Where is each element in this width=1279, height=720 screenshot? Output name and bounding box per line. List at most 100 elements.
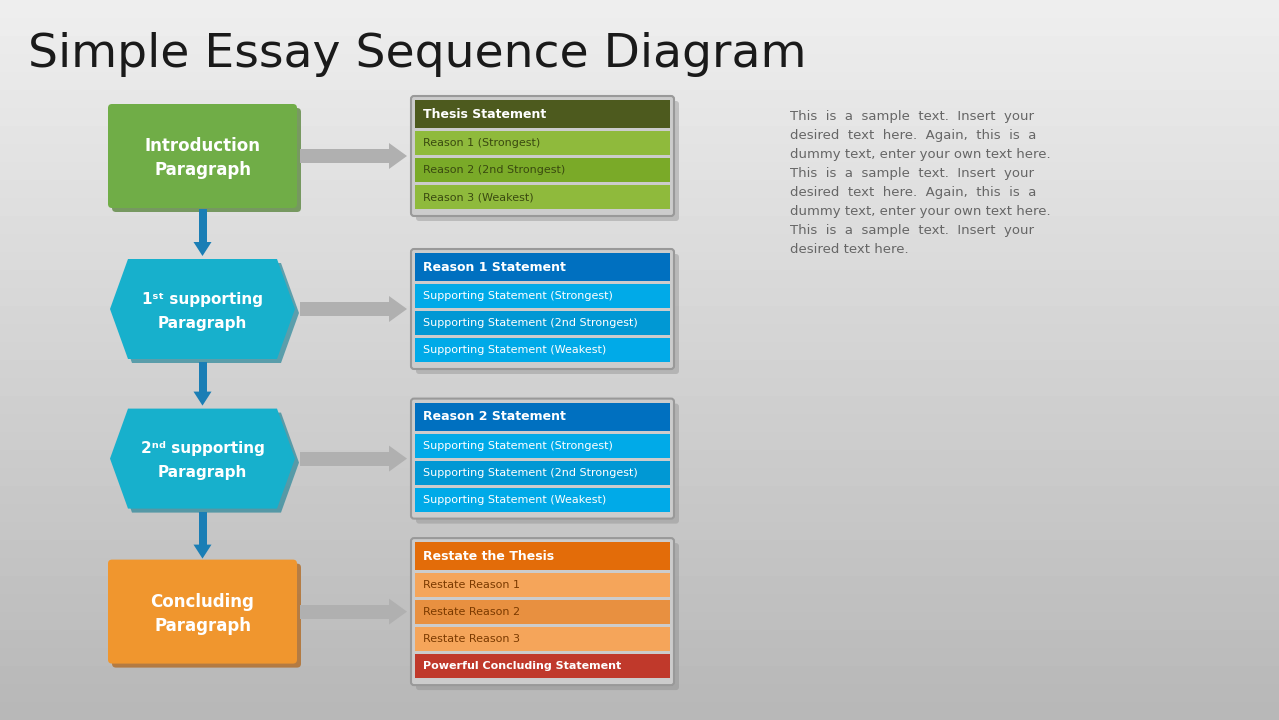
Text: Reason 2 Statement: Reason 2 Statement (423, 410, 565, 423)
Polygon shape (193, 242, 211, 256)
Bar (414, 627, 670, 651)
FancyBboxPatch shape (113, 108, 301, 212)
Bar (0, 90, 1279, 108)
Bar (0, 378, 1279, 396)
Text: Supporting Statement (2nd Strongest): Supporting Statement (2nd Strongest) (423, 318, 638, 328)
Text: Paragraph: Paragraph (153, 161, 251, 179)
Polygon shape (389, 598, 407, 624)
Text: Introduction: Introduction (145, 137, 261, 155)
Text: Supporting Statement (Strongest): Supporting Statement (Strongest) (423, 291, 613, 301)
Text: Supporting Statement (Weakest): Supporting Statement (Weakest) (423, 345, 606, 355)
Bar (0, 198, 1279, 216)
Polygon shape (114, 263, 299, 363)
Text: dummy text, enter your own text here.: dummy text, enter your own text here. (790, 148, 1050, 161)
Bar (0, 72, 1279, 90)
Text: Reason 3 (Weakest): Reason 3 (Weakest) (423, 192, 533, 202)
Bar (0, 396, 1279, 414)
Text: dummy text, enter your own text here.: dummy text, enter your own text here. (790, 205, 1050, 218)
Bar (0, 594, 1279, 612)
Bar (0, 288, 1279, 306)
Text: 2ⁿᵈ supporting: 2ⁿᵈ supporting (141, 441, 265, 456)
Bar (0, 18, 1279, 36)
Text: desired  text  here.  Again,  this  is  a: desired text here. Again, this is a (790, 129, 1036, 142)
Bar (414, 402, 670, 431)
Text: desired text here.: desired text here. (790, 243, 908, 256)
Text: Supporting Statement (Weakest): Supporting Statement (Weakest) (423, 495, 606, 505)
Bar (0, 36, 1279, 54)
Bar (414, 100, 670, 128)
Bar (0, 504, 1279, 522)
Bar (301, 451, 389, 466)
Bar (0, 270, 1279, 288)
Bar (414, 131, 670, 155)
Bar (0, 558, 1279, 576)
Text: Reason 1 Statement: Reason 1 Statement (423, 261, 565, 274)
Bar (0, 576, 1279, 594)
Text: This  is  a  sample  text.  Insert  your: This is a sample text. Insert your (790, 167, 1033, 180)
Bar (0, 630, 1279, 648)
Text: This  is  a  sample  text.  Insert  your: This is a sample text. Insert your (790, 110, 1033, 123)
Text: Reason 1 (Strongest): Reason 1 (Strongest) (423, 138, 540, 148)
Text: Paragraph: Paragraph (153, 616, 251, 634)
Bar (0, 234, 1279, 252)
Bar (414, 461, 670, 485)
Bar (301, 302, 389, 316)
Text: Concluding: Concluding (151, 593, 255, 611)
Bar (0, 324, 1279, 342)
Bar (0, 342, 1279, 360)
Bar (414, 253, 670, 281)
Bar (0, 702, 1279, 720)
Text: Simple Essay Sequence Diagram: Simple Essay Sequence Diagram (28, 32, 807, 77)
Bar (0, 648, 1279, 666)
Bar (0, 216, 1279, 234)
Text: Paragraph: Paragraph (157, 315, 247, 330)
Bar (198, 512, 206, 544)
Bar (0, 414, 1279, 432)
Bar (414, 542, 670, 570)
Text: Reason 2 (2nd Strongest): Reason 2 (2nd Strongest) (423, 165, 565, 175)
FancyBboxPatch shape (107, 559, 297, 664)
Text: Restate Reason 3: Restate Reason 3 (423, 634, 521, 644)
Text: Powerful Concluding Statement: Powerful Concluding Statement (423, 661, 622, 671)
FancyBboxPatch shape (416, 101, 679, 221)
Bar (301, 605, 389, 618)
Bar (0, 486, 1279, 504)
Bar (0, 612, 1279, 630)
Bar (414, 158, 670, 182)
Text: desired  text  here.  Again,  this  is  a: desired text here. Again, this is a (790, 186, 1036, 199)
Polygon shape (114, 413, 299, 513)
Text: Restate Reason 1: Restate Reason 1 (423, 580, 521, 590)
Bar (0, 432, 1279, 450)
Text: Supporting Statement (Strongest): Supporting Statement (Strongest) (423, 441, 613, 451)
FancyBboxPatch shape (113, 564, 301, 667)
Bar (198, 209, 206, 242)
Bar (301, 149, 389, 163)
Bar (414, 600, 670, 624)
Bar (414, 433, 670, 458)
Polygon shape (389, 446, 407, 472)
FancyBboxPatch shape (416, 543, 679, 690)
Text: Thesis Statement: Thesis Statement (423, 107, 546, 120)
Polygon shape (389, 143, 407, 169)
Bar (0, 468, 1279, 486)
FancyBboxPatch shape (416, 404, 679, 523)
Bar (0, 666, 1279, 684)
Text: Paragraph: Paragraph (157, 465, 247, 480)
Text: Supporting Statement (2nd Strongest): Supporting Statement (2nd Strongest) (423, 467, 638, 477)
Text: This  is  a  sample  text.  Insert  your: This is a sample text. Insert your (790, 224, 1033, 237)
Bar (0, 144, 1279, 162)
FancyBboxPatch shape (411, 96, 674, 216)
FancyBboxPatch shape (416, 254, 679, 374)
Bar (414, 311, 670, 335)
Bar (0, 54, 1279, 72)
Bar (0, 180, 1279, 198)
Bar (0, 450, 1279, 468)
Text: 1ˢᵗ supporting: 1ˢᵗ supporting (142, 292, 263, 307)
FancyBboxPatch shape (107, 104, 297, 208)
Bar (0, 360, 1279, 378)
Bar (414, 284, 670, 308)
Bar (0, 522, 1279, 540)
Bar (0, 252, 1279, 270)
Polygon shape (110, 259, 295, 359)
Bar (414, 185, 670, 209)
